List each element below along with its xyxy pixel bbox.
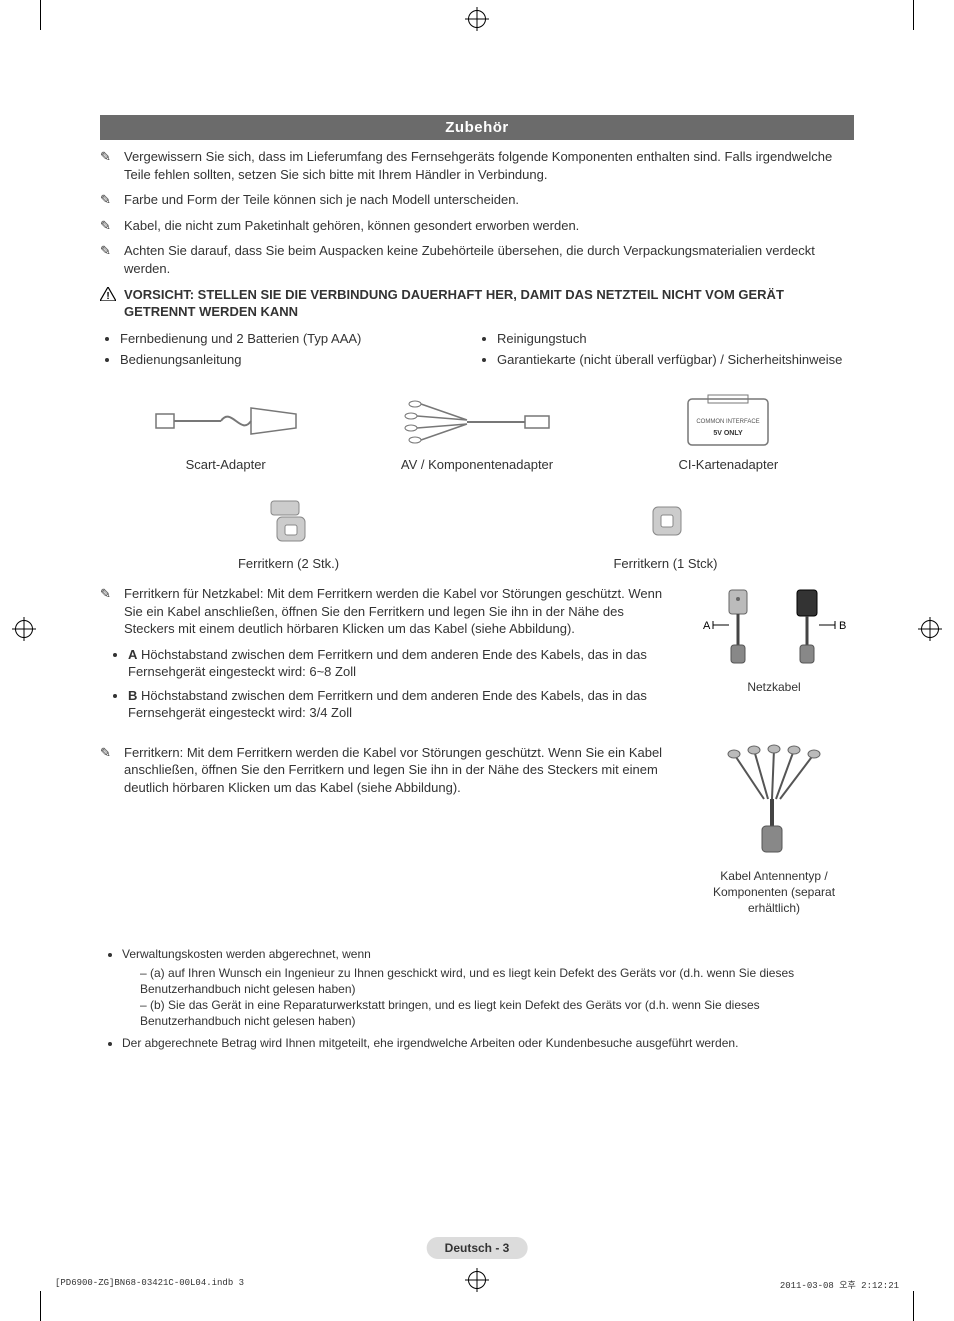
accessory-row: Scart-Adapter AV / Komponentenadapter — [100, 391, 854, 472]
note-icon: ✎ — [100, 242, 118, 260]
print-footer-right: 2011-03-08 오후 2:12:21 — [780, 1278, 899, 1291]
accessory-label: CI-Kartenadapter — [603, 457, 854, 472]
bullet-label: B — [128, 688, 137, 703]
warning-icon: ! — [100, 287, 118, 301]
print-footer: [PD6900-ZG]BN68-03421C-00L04.indb 3 2011… — [55, 1278, 899, 1291]
list-item: Der abgerechnete Betrag wird Ihnen mitge… — [122, 1035, 854, 1051]
list-item: (a) auf Ihren Wunsch ein Ingenieur zu Ih… — [140, 965, 854, 997]
crop-mark — [913, 0, 914, 30]
ferrite-generic-section: ✎ Ferritkern: Mit dem Ferritkern werden … — [100, 744, 854, 917]
figure-caption: Kabel Antennentyp / Komponenten (separat… — [694, 868, 854, 917]
note-icon: ✎ — [100, 217, 118, 235]
list-item: Bedienungsanleitung — [120, 352, 477, 367]
tag-a: A — [703, 620, 711, 632]
included-items: Fernbedienung und 2 Batterien (Typ AAA) … — [100, 331, 854, 373]
bullet-text: Höchstabstand zwischen dem Ferritkern un… — [128, 688, 647, 721]
registration-mark-icon — [921, 620, 939, 638]
tag-b: B — [839, 620, 846, 632]
note-text: Farbe und Form der Teile können sich je … — [124, 191, 519, 209]
figure-caption: Netzkabel — [694, 679, 854, 695]
power-cable-figure: A B Netzkabel — [694, 585, 854, 730]
note-line: ✎ Kabel, die nicht zum Paketinhalt gehör… — [100, 217, 854, 235]
crop-mark — [40, 0, 41, 30]
accessory-label: Scart-Adapter — [100, 457, 351, 472]
list-item: (b) Sie das Gerät in eine Reparaturwerks… — [140, 997, 854, 1029]
accessory-row: Ferritkern (2 Stk.) Ferritkern (1 Stck) — [100, 490, 854, 571]
ferrite-core-2-icon — [100, 490, 477, 550]
note-text: Vergewissern Sie sich, dass im Lieferumf… — [124, 148, 854, 183]
admin-section: Verwaltungskosten werden abgerechnet, we… — [100, 946, 854, 1051]
accessory-cell: Ferritkern (2 Stk.) — [100, 490, 477, 571]
av-component-adapter-icon — [351, 391, 602, 451]
note-icon: ✎ — [100, 148, 118, 166]
crop-mark — [913, 1291, 914, 1321]
page-content: Zubehör ✎ Vergewissern Sie sich, dass im… — [100, 115, 854, 1241]
note-line: ✎ Farbe und Form der Teile können sich j… — [100, 191, 854, 209]
antenna-cable-figure: Kabel Antennentyp / Komponenten (separat… — [694, 744, 854, 917]
ci-card-adapter-icon: COMMON INTERFACE 5V ONLY — [603, 391, 854, 451]
note-icon: ✎ — [100, 744, 118, 762]
warning-text: VORSICHT: STELLEN SIE DIE VERBINDUNG DAU… — [124, 287, 854, 321]
ferrite-core-1-icon — [477, 490, 854, 550]
list-item: B Höchstabstand zwischen dem Ferritkern … — [128, 687, 678, 722]
note-text: Kabel, die nicht zum Paketinhalt gehören… — [124, 217, 579, 235]
ci-text2: 5V ONLY — [714, 430, 744, 437]
bullet-label: A — [128, 647, 137, 662]
list-item: Verwaltungskosten werden abgerechnet, we… — [122, 946, 854, 1029]
list-item: Fernbedienung und 2 Batterien (Typ AAA) — [120, 331, 477, 346]
registration-mark-icon — [15, 620, 33, 638]
admin-text: Verwaltungskosten werden abgerechnet, we… — [122, 947, 371, 961]
note-icon: ✎ — [100, 191, 118, 209]
note-text: Achten Sie darauf, dass Sie beim Auspack… — [124, 242, 854, 277]
accessory-label: Ferritkern (2 Stk.) — [100, 556, 477, 571]
accessory-label: AV / Komponentenadapter — [351, 457, 602, 472]
note-icon: ✎ — [100, 585, 118, 603]
scart-adapter-icon — [100, 391, 351, 451]
ferrite-power-intro: Ferritkern für Netzkabel: Mit dem Ferrit… — [124, 585, 678, 638]
ci-text1: COMMON INTERFACE — [697, 419, 760, 425]
list-item: A Höchstabstand zwischen dem Ferritkern … — [128, 646, 678, 681]
ferrite-power-section: ✎ Ferritkern für Netzkabel: Mit dem Ferr… — [100, 585, 854, 730]
list-item: Reinigungstuch — [497, 331, 854, 346]
accessory-cell: AV / Komponentenadapter — [351, 391, 602, 472]
warning-line: ! VORSICHT: STELLEN SIE DIE VERBINDUNG D… — [100, 287, 854, 321]
svg-text:!: ! — [106, 291, 109, 301]
registration-mark-icon — [468, 10, 486, 28]
page-footer: Deutsch - 3 — [427, 1237, 528, 1259]
accessory-cell: COMMON INTERFACE 5V ONLY CI-Kartenadapte… — [603, 391, 854, 472]
list-item: Garantiekarte (nicht überall verfügbar) … — [497, 352, 854, 367]
note-line: ✎ Achten Sie darauf, dass Sie beim Auspa… — [100, 242, 854, 277]
accessory-cell: Scart-Adapter — [100, 391, 351, 472]
admin-text: Der abgerechnete Betrag wird Ihnen mitge… — [122, 1036, 738, 1050]
accessory-cell: Ferritkern (1 Stck) — [477, 490, 854, 571]
accessory-label: Ferritkern (1 Stck) — [477, 556, 854, 571]
section-header: Zubehör — [100, 115, 854, 140]
bullet-text: Höchstabstand zwischen dem Ferritkern un… — [128, 647, 647, 680]
ferrite-generic-intro: Ferritkern: Mit dem Ferritkern werden di… — [124, 744, 678, 797]
print-footer-left: [PD6900-ZG]BN68-03421C-00L04.indb 3 — [55, 1278, 244, 1291]
note-line: ✎ Vergewissern Sie sich, dass im Lieferu… — [100, 148, 854, 183]
crop-mark — [40, 1291, 41, 1321]
